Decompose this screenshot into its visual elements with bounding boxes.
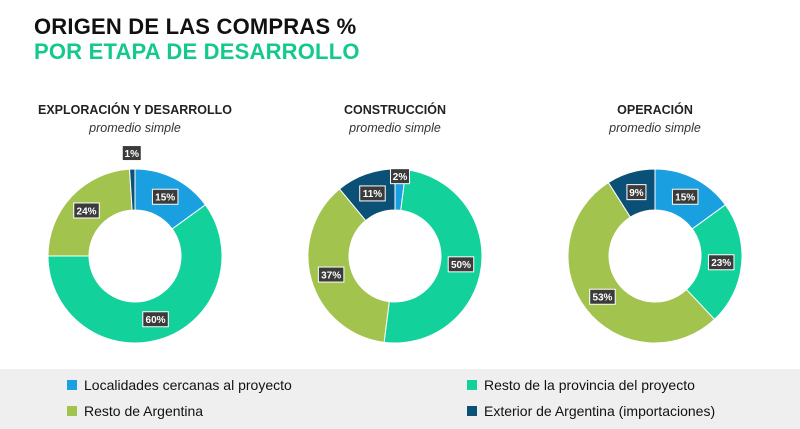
data-label-exploracion-localidades: 15% <box>151 188 179 205</box>
svg-text:50%: 50% <box>451 260 471 271</box>
svg-text:60%: 60% <box>146 315 166 326</box>
data-label-construccion-localidades: 2% <box>390 168 411 185</box>
legend-label-localidades: Localidades cercanas al proyecto <box>84 377 292 393</box>
data-label-operacion-exterior: 9% <box>626 184 647 201</box>
chart-title-operacion: OPERACIÓN <box>617 103 693 117</box>
chart-title-exploracion: EXPLORACIÓN Y DESARROLLO <box>37 103 232 117</box>
title-line-1: ORIGEN DE LAS COMPRAS % <box>34 14 357 39</box>
page-title: ORIGEN DE LAS COMPRAS % POR ETAPA DE DES… <box>34 14 360 64</box>
donut-charts: 15% 60% 24% 1% 2% 50% 37% 11% 15% 23% 53% 9% <box>47 145 743 344</box>
slice-exploracion-exterior <box>129 168 136 211</box>
legend: Localidades cercanas al proyecto Resto d… <box>0 369 800 429</box>
data-label-construccion-argentina: 37% <box>317 266 345 283</box>
svg-text:53%: 53% <box>592 293 612 304</box>
legend-item-exterior: Exterior de Argentina (importaciones) <box>467 403 715 419</box>
svg-text:37%: 37% <box>321 270 341 281</box>
data-label-operacion-localidades: 15% <box>671 188 699 205</box>
legend-swatch-localidades <box>67 380 77 390</box>
legend-label-provincia: Resto de la provincia del proyecto <box>484 377 695 393</box>
data-label-operacion-provincia: 23% <box>707 254 735 271</box>
svg-text:9%: 9% <box>629 188 644 199</box>
data-label-construccion-provincia: 50% <box>447 256 475 273</box>
legend-item-provincia: Resto de la provincia del proyecto <box>467 377 695 393</box>
svg-text:15%: 15% <box>155 193 175 204</box>
legend-item-localidades: Localidades cercanas al proyecto <box>67 377 292 393</box>
data-label-exploracion-argentina: 24% <box>73 202 100 219</box>
svg-text:11%: 11% <box>363 189 383 200</box>
chart-subtitle-exploracion: promedio simple <box>89 121 181 135</box>
svg-text:23%: 23% <box>711 258 731 269</box>
data-label-exploracion-exterior: 1% <box>121 145 142 162</box>
legend-label-exterior: Exterior de Argentina (importaciones) <box>484 403 716 419</box>
slice-exploracion-provincia <box>47 204 223 344</box>
chart-subtitle-operacion: promedio simple <box>609 121 701 135</box>
legend-swatch-exterior <box>467 406 477 416</box>
chart-title-construccion: CONSTRUCCIÓN <box>343 103 447 117</box>
data-label-exploracion-provincia: 60% <box>142 311 169 328</box>
title-line-2: POR ETAPA DE DESARROLLO <box>34 39 360 64</box>
slice-construccion-argentina <box>307 188 390 343</box>
svg-text:1%: 1% <box>125 149 140 160</box>
slice-construccion-provincia <box>383 169 483 344</box>
legend-item-argentina: Resto de Argentina <box>67 403 203 419</box>
data-label-construccion-exterior: 11% <box>359 185 386 202</box>
data-label-operacion-argentina: 53% <box>589 288 616 305</box>
svg-text:24%: 24% <box>77 206 97 217</box>
legend-label-argentina: Resto de Argentina <box>84 403 204 419</box>
svg-text:2%: 2% <box>393 172 408 183</box>
legend-swatch-argentina <box>67 406 77 416</box>
legend-swatch-provincia <box>467 380 477 390</box>
svg-text:15%: 15% <box>675 193 695 204</box>
chart-subtitle-construccion: promedio simple <box>349 121 441 135</box>
